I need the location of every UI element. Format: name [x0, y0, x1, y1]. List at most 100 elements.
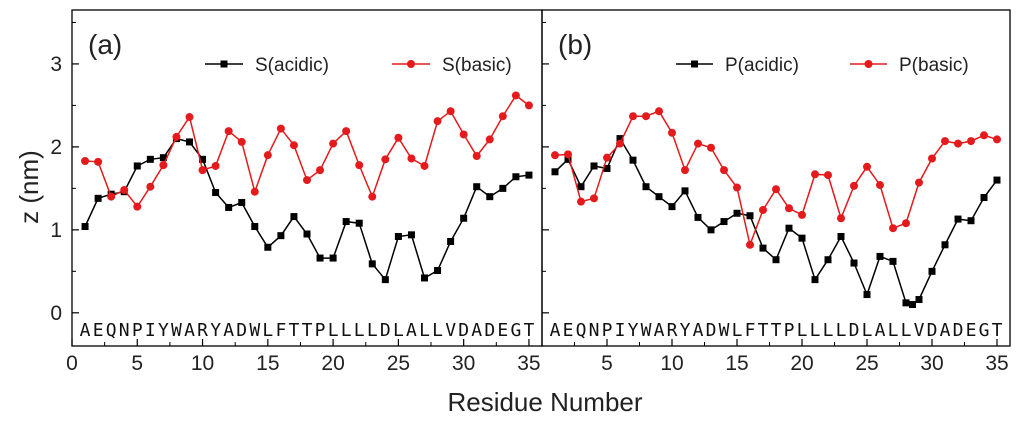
- data-point: [433, 117, 442, 126]
- data-point: [212, 189, 220, 197]
- data-point: [159, 154, 167, 162]
- data-point: [81, 156, 90, 165]
- sequence-letter: L: [354, 320, 365, 341]
- sequence-letter: Y: [158, 320, 169, 341]
- data-point: [694, 213, 702, 221]
- sequence-letter: E: [966, 320, 977, 341]
- x-tick-label: 35: [517, 352, 540, 375]
- data-point: [811, 276, 819, 284]
- data-point: [263, 151, 272, 160]
- data-point: [863, 291, 871, 299]
- sequence-letter: V: [445, 320, 456, 341]
- data-point: [876, 252, 884, 260]
- data-point: [407, 154, 416, 163]
- data-point: [551, 151, 559, 160]
- data-point: [81, 223, 89, 231]
- sequence-letter: A: [471, 320, 482, 341]
- data-point: [237, 137, 246, 146]
- sequence-letter: A: [80, 320, 91, 341]
- data-point: [811, 170, 819, 179]
- data-point: [824, 256, 832, 264]
- sequence-letter: T: [524, 320, 535, 341]
- data-point: [250, 187, 259, 196]
- data-point: [577, 183, 585, 191]
- y-tick-label: 3: [50, 53, 62, 76]
- panel-b: 5 10 15 20 25 30 35(b)A E Q N P I Y W A R Y A D W L F T T P L L L L D…: [541, 9, 1011, 375]
- data-point: [407, 231, 415, 239]
- data-point: [590, 162, 598, 170]
- data-point: [342, 127, 351, 136]
- sequence-letter: A: [550, 320, 561, 341]
- data-point: [772, 256, 780, 264]
- data-point: [629, 156, 637, 164]
- x-tick-label: 15: [725, 352, 748, 375]
- data-point: [186, 138, 193, 146]
- sequence-letter: A: [223, 320, 234, 341]
- data-point: [824, 171, 832, 180]
- sequence-letter: E: [563, 320, 574, 341]
- data-point: [459, 130, 468, 139]
- x-axis-label: Residue Number: [447, 387, 642, 417]
- data-point: [564, 155, 572, 163]
- data-point: [915, 178, 923, 187]
- data-point: [355, 161, 364, 170]
- sequence-letter: L: [823, 320, 834, 341]
- sequence-letter: L: [432, 320, 443, 341]
- data-point: [120, 186, 129, 195]
- sequence-letter: L: [797, 320, 808, 341]
- x-tick-label: 0: [66, 352, 78, 375]
- data-point: [329, 139, 338, 148]
- sequence-letter: D: [380, 320, 391, 341]
- sequence-letter: A: [406, 320, 417, 341]
- data-point: [629, 112, 637, 121]
- data-point: [759, 244, 767, 252]
- data-point: [876, 181, 884, 190]
- data-point: [329, 254, 337, 262]
- sequence-letter: D: [236, 320, 247, 341]
- data-point: [342, 218, 350, 226]
- sequence-letter: L: [419, 320, 430, 341]
- sequence-letter: R: [667, 320, 678, 341]
- data-point: [172, 132, 181, 141]
- sequence-letter: A: [875, 320, 886, 341]
- data-point: [980, 193, 988, 201]
- data-point: [967, 217, 975, 225]
- data-point: [303, 230, 311, 238]
- legend-marker: [864, 60, 873, 68]
- data-point: [264, 243, 272, 251]
- data-point: [316, 254, 324, 262]
- data-point: [941, 241, 949, 249]
- sequence-letter: W: [641, 320, 652, 341]
- data-point: [850, 181, 858, 190]
- data-point: [772, 185, 780, 194]
- sequence-letter: Y: [680, 320, 691, 341]
- sequence-letter: P: [132, 320, 143, 341]
- data-point: [159, 161, 168, 170]
- data-point: [368, 192, 377, 201]
- data-point: [889, 257, 897, 265]
- data-point: [276, 124, 285, 133]
- data-point: [225, 203, 233, 211]
- sequence-letter: T: [302, 320, 313, 341]
- data-point: [447, 237, 455, 245]
- data-point: [512, 173, 520, 181]
- sequence-letter: Q: [106, 320, 117, 341]
- sequence-letter: L: [862, 320, 873, 341]
- data-point: [909, 301, 916, 309]
- data-point: [616, 135, 624, 143]
- data-point: [798, 234, 806, 242]
- sequence-letter: L: [393, 320, 404, 341]
- data-point: [133, 202, 142, 211]
- data-point: [498, 112, 507, 121]
- data-point: [603, 153, 611, 162]
- data-point: [785, 224, 793, 232]
- legend-label: P(acidic): [725, 55, 799, 76]
- data-point: [668, 128, 676, 137]
- data-point: [655, 107, 663, 116]
- data-point: [915, 296, 923, 304]
- sequence-letter: L: [836, 320, 847, 341]
- legend-label: P(basic): [899, 55, 969, 76]
- x-tick-label: 10: [191, 352, 214, 375]
- x-tick-label: 20: [790, 352, 813, 375]
